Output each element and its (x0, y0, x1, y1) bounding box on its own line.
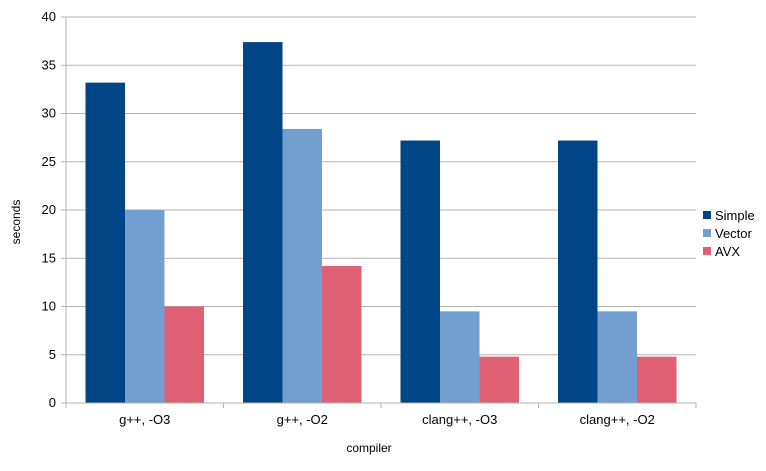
y-tick-label: 5 (49, 347, 56, 362)
y-tick-label: 15 (42, 250, 56, 265)
legend-swatch-simple (703, 211, 711, 219)
y-tick-labels: 0 5 10 15 20 25 30 35 40 (42, 9, 56, 410)
legend-label-vector: Vector (715, 226, 753, 241)
bar-vector (282, 128, 322, 403)
bar-simple (243, 42, 283, 404)
bar-avx (322, 265, 362, 403)
bar-vector (597, 311, 637, 403)
bar-vector (440, 311, 480, 403)
x-tick-label: clang++, -O2 (580, 412, 655, 427)
x-tick-label: g++, -O2 (277, 412, 328, 427)
y-tick-label: 25 (42, 154, 56, 169)
legend-label-simple: Simple (715, 208, 755, 223)
bar-simple (400, 140, 440, 403)
axes (65, 17, 696, 404)
y-tick-label: 40 (42, 9, 56, 24)
legend: Simple Vector AVX (703, 208, 755, 259)
legend-swatch-avx (703, 247, 711, 255)
y-tick-label: 20 (42, 202, 56, 217)
y-axis-title: seconds (9, 200, 23, 245)
x-axis-title: compiler (346, 441, 391, 455)
x-tick-label: g++, -O3 (119, 412, 170, 427)
legend-swatch-vector (703, 229, 711, 237)
x-tick-labels: g++, -O3 g++, -O2 clang++, -O3 clang++, -O2 (119, 412, 655, 427)
bar-avx (479, 356, 519, 403)
bar-simple (85, 82, 125, 404)
bar-vector (125, 210, 165, 403)
y-tick-label: 30 (42, 106, 56, 121)
legend-label-avx: AVX (715, 244, 740, 259)
y-tick-label: 35 (42, 57, 56, 72)
bar-avx (637, 356, 677, 403)
bar-simple (558, 140, 598, 403)
bars (85, 42, 677, 404)
y-tick-label: 0 (49, 395, 56, 410)
x-tick-label: clang++, -O3 (422, 412, 497, 427)
y-tick-label: 10 (42, 299, 56, 314)
bar-avx (164, 306, 204, 403)
